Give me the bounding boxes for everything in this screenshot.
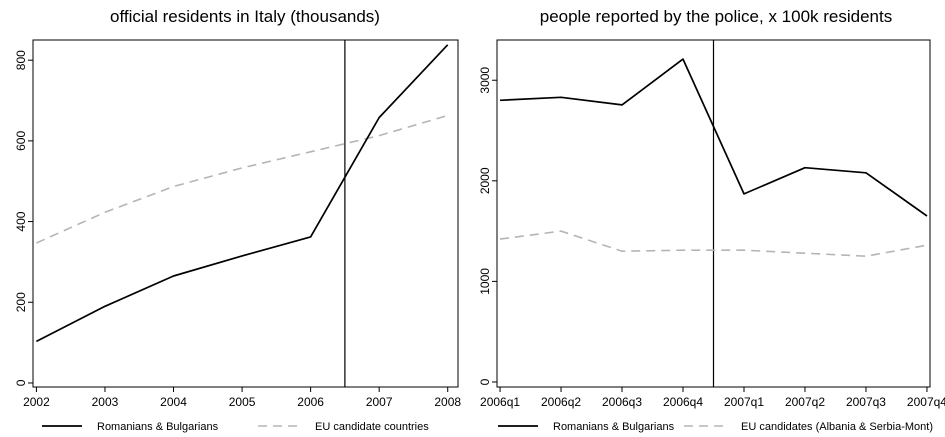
legend-label-1: Romanians & Bulgarians	[97, 421, 219, 433]
x-tick-label: 2008	[434, 395, 461, 409]
legend-label-2: EU candidate countries	[315, 421, 429, 433]
y-tick-label: 3000	[478, 67, 492, 94]
chart-panel-1: official residents in Italy (thousands) 0…	[14, 7, 461, 433]
legend-label-1: Romanians & Bulgarians	[553, 421, 675, 433]
legend-label-2: EU candidates (Albania & Serbia-Mont)	[741, 421, 933, 433]
x-tick-label: 2007	[366, 395, 393, 409]
x-tick-label: 2006	[297, 395, 324, 409]
x-tick-label: 2006q1	[480, 395, 520, 409]
x-tick-label: 2006q3	[602, 395, 642, 409]
x-tick-label: 2004	[160, 395, 187, 409]
y-tick-label: 2000	[478, 167, 492, 194]
x-tick-label: 2003	[92, 395, 119, 409]
y-tick-label: 600	[14, 131, 28, 151]
y-tick-label: 800	[14, 50, 28, 70]
series-line-1	[36, 44, 449, 343]
x-tick-label: 2006q2	[541, 395, 581, 409]
y-tick-label: 0	[478, 378, 492, 385]
chart-title: people reported by the police, x 100k re…	[540, 7, 893, 26]
x-tick-label: 2007q4	[907, 395, 945, 409]
y-tick-label: 200	[14, 292, 28, 312]
y-tick-label: 1000	[478, 268, 492, 295]
plot-area-frame	[32, 39, 459, 388]
x-tick-label: 2007q3	[846, 395, 886, 409]
y-tick-label: 0	[14, 379, 28, 386]
y-tick-label: 400	[14, 211, 28, 231]
series-line-2	[36, 114, 448, 244]
chart-title: official residents in Italy (thousands)	[110, 7, 380, 26]
chart-panel-2: people reported by the police, x 100k re…	[478, 7, 945, 433]
x-tick-label: 2007q2	[785, 395, 825, 409]
series-line-1	[499, 58, 928, 217]
x-tick-label: 2002	[23, 395, 50, 409]
x-tick-label: 2006q4	[663, 395, 703, 409]
x-tick-label: 2005	[229, 395, 256, 409]
x-tick-label: 2007q1	[724, 395, 764, 409]
series-line-2	[499, 230, 928, 258]
